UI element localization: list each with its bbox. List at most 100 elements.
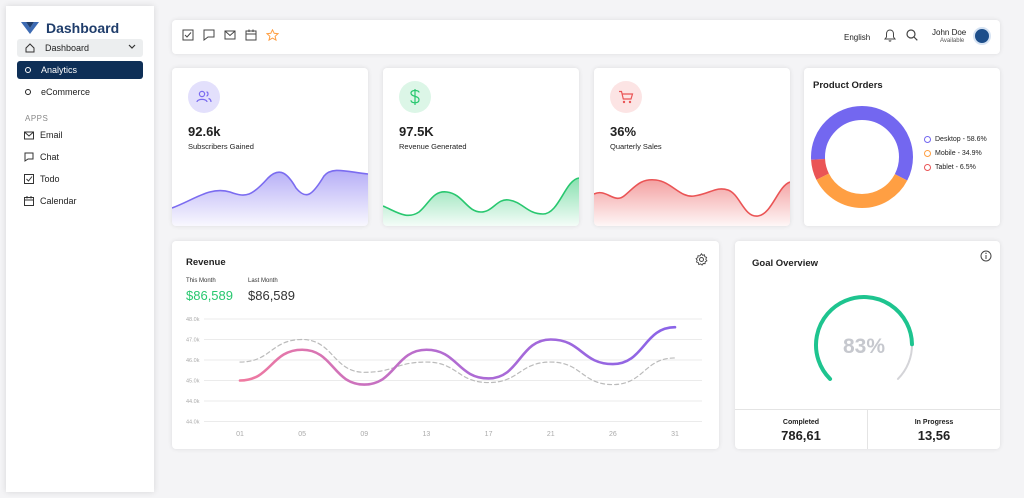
- sidebar-item-todo[interactable]: Todo: [24, 174, 60, 184]
- this-month-value: $86,589: [186, 288, 233, 303]
- last-month-value: $86,589: [248, 288, 295, 303]
- pie-slice-mobile: [811, 106, 913, 208]
- card-title: Goal Overview: [752, 258, 819, 269]
- y-tick-label: 45.0k: [186, 379, 200, 385]
- x-tick-label: 21: [547, 431, 555, 438]
- logo-icon: [21, 22, 39, 34]
- legend-swatch: [924, 150, 931, 157]
- stat-label: Revenue Generated: [399, 142, 467, 151]
- language-selector[interactable]: English: [844, 33, 871, 42]
- stat-value: 92.6k: [188, 124, 221, 139]
- revenue-line-chart: 48.0k 47.0k 46.0k 45.0k 44.0k 44.0k 01 05 09 13 17…: [186, 317, 702, 438]
- completed-label: Completed: [782, 419, 820, 426]
- calendar-icon[interactable]: [245, 29, 257, 41]
- stat-value: 36%: [610, 124, 637, 139]
- sidebar: Dashboard Dashboard Analytics eCommerce …: [6, 6, 154, 492]
- series-line-this-month: [238, 325, 677, 386]
- sidebar-item-label: Email: [40, 130, 63, 140]
- legend-label: Mobile - 34.9%: [935, 150, 982, 157]
- star-icon[interactable]: [266, 29, 279, 41]
- series-line-last-month: [239, 338, 676, 386]
- legend-entry: Desktop - 58.6%: [924, 136, 987, 143]
- sales-sparkline: [594, 178, 790, 226]
- legend-swatch: [924, 164, 931, 171]
- avatar[interactable]: [973, 27, 991, 45]
- gear-icon[interactable]: [695, 253, 708, 266]
- topbar: English John Doe Available: [172, 20, 1000, 54]
- sidebar-item-calendar[interactable]: Calendar: [24, 196, 77, 206]
- legend-label: Tablet - 6.5%: [935, 164, 976, 171]
- y-tick-label: 46.0k: [186, 358, 200, 364]
- card-title: Product Orders: [813, 80, 883, 91]
- checkbox-icon[interactable]: [182, 29, 194, 41]
- circle-icon: [25, 89, 31, 95]
- sidebar-item-label: Analytics: [41, 65, 78, 75]
- x-tick-label: 01: [236, 431, 244, 438]
- stat-card-sales: 36% Quarterly Sales: [594, 68, 790, 226]
- sidebar-item-label: Todo: [40, 174, 60, 184]
- product-orders-donut: [811, 106, 913, 208]
- chat-icon[interactable]: [203, 29, 215, 41]
- x-tick-label: 13: [423, 431, 431, 438]
- this-month-label: This Month: [186, 278, 216, 284]
- user-status: Available: [940, 38, 965, 44]
- legend-label: Desktop - 58.6%: [935, 136, 987, 143]
- in-progress-stat: In Progress 13,56: [868, 409, 1000, 449]
- sidebar-item-label: Dashboard: [45, 43, 90, 53]
- mail-icon: [24, 131, 34, 139]
- search-icon[interactable]: [906, 29, 918, 41]
- mail-icon[interactable]: [224, 29, 236, 41]
- completed-value: 786,61: [781, 428, 821, 443]
- pie-slice-desktop: [811, 106, 913, 208]
- x-tick-label: 05: [298, 431, 306, 438]
- x-tick-label: 31: [671, 431, 679, 438]
- apps-heading: APPS: [25, 114, 49, 123]
- x-tick-label: 17: [485, 431, 493, 438]
- stat-card-revenue: 97.5K Revenue Generated: [383, 68, 579, 226]
- home-icon: [25, 43, 35, 53]
- sidebar-item-dashboard[interactable]: Dashboard: [17, 39, 143, 57]
- revenue-sparkline: [383, 177, 579, 226]
- users-icon: [188, 81, 220, 113]
- sidebar-item-label: Chat: [40, 152, 60, 162]
- legend-entry: Tablet - 6.5%: [924, 164, 976, 171]
- sidebar-item-ecommerce[interactable]: eCommerce: [17, 83, 143, 101]
- completed-stat: Completed 786,61: [735, 409, 868, 449]
- shortcut-icons: [182, 29, 279, 41]
- chevron-down-icon: [128, 44, 136, 49]
- checkbox-icon: [24, 174, 34, 184]
- stat-label: Quarterly Sales: [610, 142, 662, 151]
- sidebar-item-email[interactable]: Email: [24, 130, 63, 140]
- product-orders-card: Product Orders Desktop - 58.6% Mobile - …: [804, 68, 1000, 226]
- info-icon[interactable]: [980, 250, 992, 262]
- sidebar-item-analytics[interactable]: Analytics: [17, 61, 143, 79]
- y-tick-label: 44.0k: [186, 399, 200, 405]
- y-tick-label: 48.0k: [186, 317, 200, 323]
- calendar-icon: [24, 196, 34, 206]
- last-month-label: Last Month: [248, 278, 278, 284]
- x-tick-label: 09: [360, 431, 368, 438]
- user-name[interactable]: John Doe: [932, 28, 967, 37]
- x-tick-label: 26: [609, 431, 617, 438]
- cart-icon: [610, 81, 642, 113]
- goal-gauge: 83%: [814, 295, 914, 381]
- in-progress-label: In Progress: [914, 419, 954, 426]
- sidebar-item-label: eCommerce: [41, 87, 91, 97]
- chat-icon: [24, 152, 34, 162]
- brand-title: Dashboard: [46, 20, 120, 36]
- dollar-icon: [399, 81, 431, 113]
- sidebar-item-label: Calendar: [40, 196, 77, 206]
- sidebar-item-chat[interactable]: Chat: [24, 152, 59, 162]
- card-title: Revenue: [186, 257, 226, 268]
- legend-entry: Mobile - 34.9%: [924, 150, 982, 157]
- revenue-card: Revenue This Month $86,589 Last Month $8…: [172, 241, 719, 449]
- brand[interactable]: Dashboard: [6, 6, 154, 40]
- y-tick-label: 47.0k: [186, 338, 200, 344]
- bell-icon[interactable]: [884, 29, 896, 42]
- goal-overview-card: Goal Overview 83% Completed 786,61 In Pr…: [735, 241, 1000, 449]
- in-progress-value: 13,56: [917, 428, 951, 443]
- circle-icon: [25, 67, 31, 73]
- subscribers-sparkline: [172, 169, 368, 226]
- y-tick-label: 44.0k: [186, 420, 200, 426]
- legend-swatch: [924, 136, 931, 143]
